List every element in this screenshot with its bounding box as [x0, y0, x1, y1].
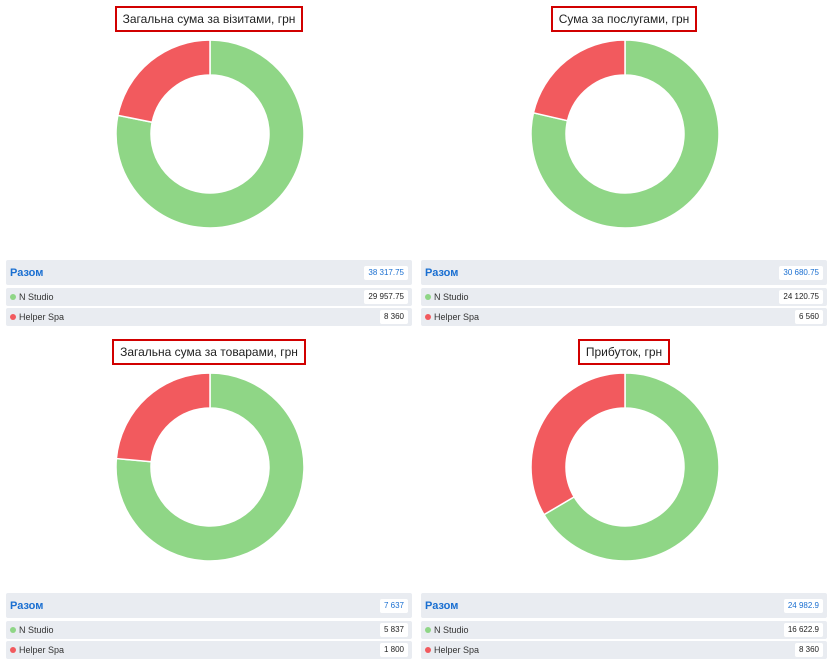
legend-row[interactable]: Helper Spa 8 360 [6, 308, 412, 326]
donut-slice-n-studio[interactable] [115, 372, 305, 562]
chart-title: Прибуток, грн [577, 339, 671, 365]
donut-slice-n-studio[interactable] [542, 372, 720, 562]
donut-chart [525, 367, 725, 567]
legend-value: 8 360 [794, 643, 823, 657]
legend-label: N Studio [10, 292, 54, 302]
legend-label: N Studio [425, 625, 469, 635]
legend-dot-icon [10, 647, 16, 653]
total-row: Разом 7 637 [6, 593, 412, 618]
legend-value: 16 622.9 [783, 623, 823, 637]
donut-slice-helper-spa[interactable] [116, 39, 211, 124]
legend-dot-icon [10, 294, 16, 300]
legend-row[interactable]: N Studio 29 957.75 [6, 288, 412, 306]
chart-title-box: Загальна сума за візитами, грн [6, 6, 412, 32]
chart-panel: Прибуток, грн Разом 24 982.9 N Studio 16 622… [421, 333, 827, 665]
legend-name: Helper Spa [434, 645, 480, 655]
chart-title-box: Прибуток, грн [421, 339, 827, 365]
legend-value: 1 800 [379, 643, 408, 657]
legend-row[interactable]: N Studio 24 120.75 [421, 288, 827, 306]
total-value: 24 982.9 [783, 598, 823, 613]
legend-dot-icon [425, 294, 431, 300]
chart-panel: Сума за послугами, грн Разом 30 680.75 N St… [421, 0, 827, 332]
legend-dot-icon [425, 647, 431, 653]
legend-value: 29 957.75 [364, 290, 408, 304]
legend-row[interactable]: N Studio 5 837 [6, 621, 412, 639]
legend-name: N Studio [19, 292, 54, 302]
legend-value: 5 837 [379, 623, 408, 637]
donut-slice-helper-spa[interactable] [115, 372, 211, 463]
legend-table: Разом 24 982.9 N Studio 16 622.9 Helper Spa 8… [421, 593, 827, 659]
total-label: Разом [425, 599, 459, 612]
chart-title-box: Сума за послугами, грн [421, 6, 827, 32]
chart-panel: Загальна сума за товарами, грн Разом 7 637… [6, 333, 412, 665]
total-value: 30 680.75 [779, 265, 823, 280]
legend-name: N Studio [19, 625, 54, 635]
legend-label: Helper Spa [425, 645, 479, 655]
legend-row[interactable]: Helper Spa 6 560 [421, 308, 827, 326]
donut-slice-n-studio[interactable] [115, 39, 305, 229]
donut-slice-helper-spa[interactable] [530, 372, 626, 516]
donut-svg [115, 39, 305, 229]
legend-dot-icon [10, 314, 16, 320]
chart-title: Загальна сума за візитами, грн [114, 6, 304, 32]
legend-row[interactable]: N Studio 16 622.9 [421, 621, 827, 639]
total-value: 38 317.75 [364, 265, 408, 280]
total-label: Разом [10, 266, 44, 279]
legend-name: Helper Spa [19, 312, 65, 322]
legend-value: 8 360 [379, 310, 408, 324]
legend-name: Helper Spa [19, 645, 65, 655]
legend-name: Helper Spa [434, 312, 480, 322]
legend-row[interactable]: Helper Spa 1 800 [6, 641, 412, 659]
legend-label: N Studio [10, 625, 54, 635]
donut-chart [525, 34, 725, 234]
legend-table: Разом 30 680.75 N Studio 24 120.75 Helper Sp… [421, 260, 827, 326]
donut-svg [530, 39, 720, 229]
chart-title: Загальна сума за товарами, грн [112, 339, 306, 365]
total-row: Разом 24 982.9 [421, 593, 827, 618]
legend-table: Разом 38 317.75 N Studio 29 957.75 Helper Sp… [6, 260, 412, 326]
legend-dot-icon [425, 627, 431, 633]
chart-title-box: Загальна сума за товарами, грн [6, 339, 412, 365]
legend-name: N Studio [434, 625, 469, 635]
legend-row[interactable]: Helper Spa 8 360 [421, 641, 827, 659]
legend-table: Разом 7 637 N Studio 5 837 Helper Spa 1 800 [6, 593, 412, 659]
chart-panel: Загальна сума за візитами, грн Разом 38 31… [6, 0, 412, 332]
total-label: Разом [425, 266, 459, 279]
legend-value: 24 120.75 [779, 290, 823, 304]
legend-label: Helper Spa [10, 645, 64, 655]
legend-dot-icon [10, 627, 16, 633]
chart-title: Сума за послугами, грн [550, 6, 698, 32]
total-row: Разом 30 680.75 [421, 260, 827, 285]
total-label: Разом [10, 599, 44, 612]
donut-slice-helper-spa[interactable] [532, 39, 626, 122]
donut-slice-n-studio[interactable] [530, 39, 720, 229]
legend-name: N Studio [434, 292, 469, 302]
donut-chart [110, 367, 310, 567]
donut-svg [530, 372, 720, 562]
legend-label: Helper Spa [10, 312, 64, 322]
legend-label: N Studio [425, 292, 469, 302]
legend-dot-icon [425, 314, 431, 320]
total-value: 7 637 [379, 598, 408, 613]
legend-value: 6 560 [794, 310, 823, 324]
legend-label: Helper Spa [425, 312, 479, 322]
donut-svg [115, 372, 305, 562]
donut-chart [110, 34, 310, 234]
total-row: Разом 38 317.75 [6, 260, 412, 285]
